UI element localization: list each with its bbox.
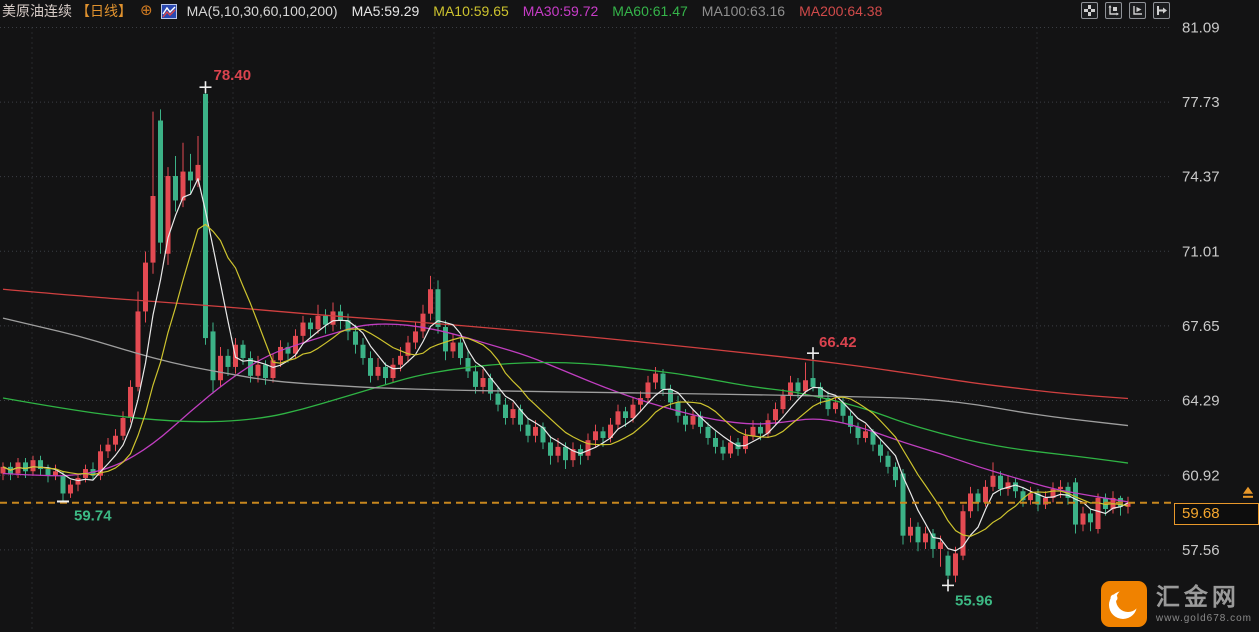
ma-params-label: MA(5,10,30,60,100,200) [186, 3, 338, 19]
extreme-price-label: 59.74 [74, 507, 112, 524]
y-axis-label: 77.73 [1182, 94, 1220, 111]
extreme-price-label: 66.42 [819, 334, 857, 351]
jump-latest-button[interactable] [1153, 2, 1170, 19]
last-price-layer [0, 486, 1253, 504]
jump-latest-icon [1157, 6, 1167, 15]
y-axis-label: 81.09 [1182, 20, 1220, 37]
chart-type-icon[interactable] [160, 3, 177, 19]
ma100-line [2, 317, 1129, 427]
ma10-line [2, 223, 1129, 537]
pan-button[interactable] [1081, 2, 1098, 19]
instrument-title[interactable]: 美原油连续 [2, 3, 72, 19]
grid-layer: 81.09 77.73 74.37 71.01 67.65 64.29 60.92 57.56 [0, 20, 1220, 632]
y-axis-label: 74.37 [1182, 169, 1220, 186]
pan-icon [1084, 5, 1095, 16]
auto-scroll-button[interactable] [1129, 2, 1146, 19]
y-axis-label: 57.56 [1182, 542, 1220, 559]
y-axis-label: 71.01 [1182, 243, 1220, 260]
ma200-line [2, 288, 1129, 400]
site-name: 汇金网 [1155, 583, 1240, 611]
gold678-logo-icon [1100, 581, 1147, 627]
y-axis-label: 64.29 [1182, 392, 1220, 409]
site-url: www.gold678.com [1155, 612, 1252, 624]
period-label[interactable]: 【日线】 [76, 3, 132, 19]
ma30-line [2, 323, 1129, 503]
ma5-line [2, 178, 1129, 552]
axis-scale-icon [1108, 5, 1119, 16]
site-watermark-text: 汇金网 www.gold678.com [1155, 583, 1252, 624]
y-axis-label: 60.92 [1182, 467, 1220, 484]
crosshair-toggle-icon[interactable]: ⊕ [140, 2, 153, 19]
legend-ma100: MA100:63.16 [701, 3, 786, 19]
legend-ma60: MA60:61.47 [612, 3, 688, 19]
site-watermark[interactable]: 汇金网 www.gold678.com [1100, 581, 1252, 627]
legend-ma30: MA30:59.72 [522, 3, 599, 19]
last-price-tag: 59.68 [1174, 502, 1259, 525]
legend-ma10: MA10:59.65 [433, 3, 509, 19]
annotations-layer: 78.40 66.42 59.74 55.96 [57, 67, 993, 609]
ma60-line [2, 361, 1129, 464]
axis-scale-button[interactable] [1105, 2, 1122, 19]
price-marker-arrow-icon [1243, 486, 1253, 494]
ma-layer [2, 178, 1129, 552]
auto-scroll-icon [1133, 6, 1142, 15]
extreme-price-label: 55.96 [955, 592, 993, 609]
chart-header: 美原油连续 【日线】 ⊕ MA(5,10,30,60,100,200) MA5:… [0, 0, 1092, 22]
legend-ma200: MA200:64.38 [799, 3, 883, 19]
legend-ma5: MA5:59.29 [351, 3, 420, 19]
chart-toolbar [1081, 2, 1170, 19]
extreme-price-label: 78.40 [214, 67, 252, 84]
candles-layer [0, 87, 1131, 586]
y-axis-label: 67.65 [1182, 318, 1220, 335]
